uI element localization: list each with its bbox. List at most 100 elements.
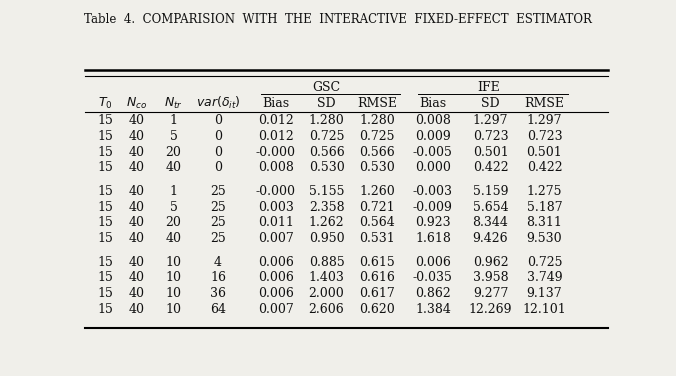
Text: 15: 15 xyxy=(97,185,114,198)
Text: -0.035: -0.035 xyxy=(413,271,453,284)
Text: 15: 15 xyxy=(97,256,114,269)
Text: 1.618: 1.618 xyxy=(415,232,451,245)
Text: 2.000: 2.000 xyxy=(309,287,344,300)
Text: -0.003: -0.003 xyxy=(413,185,453,198)
Text: 9.530: 9.530 xyxy=(527,232,562,245)
Text: 0.006: 0.006 xyxy=(258,271,293,284)
Text: 0.950: 0.950 xyxy=(309,232,344,245)
Text: 0.725: 0.725 xyxy=(359,130,395,143)
Text: 0.531: 0.531 xyxy=(359,232,395,245)
Text: 3.749: 3.749 xyxy=(527,271,562,284)
Text: -0.005: -0.005 xyxy=(413,146,453,159)
Text: 40: 40 xyxy=(129,303,145,316)
Text: 25: 25 xyxy=(210,201,226,214)
Text: 0.006: 0.006 xyxy=(258,256,293,269)
Text: $N_{tr}$: $N_{tr}$ xyxy=(164,96,183,111)
Text: 0.885: 0.885 xyxy=(309,256,344,269)
Text: 1.403: 1.403 xyxy=(309,271,345,284)
Text: 0: 0 xyxy=(214,130,222,143)
Text: 15: 15 xyxy=(97,287,114,300)
Text: 0.530: 0.530 xyxy=(309,161,344,174)
Text: 40: 40 xyxy=(166,232,182,245)
Text: 0.422: 0.422 xyxy=(473,161,508,174)
Text: 40: 40 xyxy=(129,216,145,229)
Text: 20: 20 xyxy=(166,216,181,229)
Text: 0.617: 0.617 xyxy=(359,287,395,300)
Text: 0.725: 0.725 xyxy=(527,256,562,269)
Text: 1: 1 xyxy=(170,114,178,127)
Text: 0.615: 0.615 xyxy=(359,256,395,269)
Text: Bias: Bias xyxy=(262,97,289,109)
Text: 0.012: 0.012 xyxy=(258,114,293,127)
Text: 0.862: 0.862 xyxy=(415,287,451,300)
Text: 0.007: 0.007 xyxy=(258,303,293,316)
Text: 5.187: 5.187 xyxy=(527,201,562,214)
Text: 15: 15 xyxy=(97,201,114,214)
Text: 15: 15 xyxy=(97,114,114,127)
Text: 40: 40 xyxy=(129,271,145,284)
Text: 1.280: 1.280 xyxy=(359,114,395,127)
Text: 0.006: 0.006 xyxy=(258,287,293,300)
Text: 0.008: 0.008 xyxy=(415,114,451,127)
Text: 40: 40 xyxy=(129,161,145,174)
Text: 0.422: 0.422 xyxy=(527,161,562,174)
Text: 0: 0 xyxy=(214,161,222,174)
Text: 0.566: 0.566 xyxy=(359,146,395,159)
Text: 9.277: 9.277 xyxy=(473,287,508,300)
Text: SD: SD xyxy=(481,97,500,109)
Text: 9.426: 9.426 xyxy=(473,232,508,245)
Text: 0.008: 0.008 xyxy=(258,161,293,174)
Text: 8.344: 8.344 xyxy=(473,216,508,229)
Text: 5.654: 5.654 xyxy=(473,201,508,214)
Text: GSC: GSC xyxy=(312,80,340,94)
Text: 5: 5 xyxy=(170,130,178,143)
Text: -0.009: -0.009 xyxy=(413,201,453,214)
Text: $var(\delta_{it})$: $var(\delta_{it})$ xyxy=(196,95,241,111)
Text: 15: 15 xyxy=(97,232,114,245)
Text: 0.000: 0.000 xyxy=(415,161,451,174)
Text: 0: 0 xyxy=(214,146,222,159)
Text: 1.297: 1.297 xyxy=(527,114,562,127)
Text: 15: 15 xyxy=(97,161,114,174)
Text: 2.606: 2.606 xyxy=(309,303,344,316)
Text: 16: 16 xyxy=(210,271,226,284)
Text: 9.137: 9.137 xyxy=(527,287,562,300)
Text: IFE: IFE xyxy=(477,80,500,94)
Text: 0.011: 0.011 xyxy=(258,216,293,229)
Text: SD: SD xyxy=(317,97,336,109)
Text: -0.000: -0.000 xyxy=(256,185,295,198)
Text: 0: 0 xyxy=(214,114,222,127)
Text: 40: 40 xyxy=(166,161,182,174)
Text: 15: 15 xyxy=(97,130,114,143)
Text: 40: 40 xyxy=(129,201,145,214)
Text: 15: 15 xyxy=(97,216,114,229)
Text: 0.003: 0.003 xyxy=(258,201,293,214)
Text: 1.275: 1.275 xyxy=(527,185,562,198)
Text: 25: 25 xyxy=(210,185,226,198)
Text: 0.723: 0.723 xyxy=(527,130,562,143)
Text: 12.101: 12.101 xyxy=(523,303,566,316)
Text: 0.616: 0.616 xyxy=(359,271,395,284)
Text: 0.962: 0.962 xyxy=(473,256,508,269)
Text: 0.620: 0.620 xyxy=(359,303,395,316)
Text: 0.725: 0.725 xyxy=(309,130,344,143)
Text: -0.000: -0.000 xyxy=(256,146,295,159)
Text: 10: 10 xyxy=(166,303,182,316)
Text: 40: 40 xyxy=(129,130,145,143)
Text: 0.564: 0.564 xyxy=(359,216,395,229)
Text: RMSE: RMSE xyxy=(357,97,397,109)
Text: 25: 25 xyxy=(210,216,226,229)
Text: 15: 15 xyxy=(97,303,114,316)
Text: 0.530: 0.530 xyxy=(359,161,395,174)
Text: 40: 40 xyxy=(129,256,145,269)
Text: Bias: Bias xyxy=(419,97,446,109)
Text: 0.501: 0.501 xyxy=(473,146,508,159)
Text: 3.958: 3.958 xyxy=(473,271,508,284)
Text: 12.269: 12.269 xyxy=(468,303,512,316)
Text: $N_{co}$: $N_{co}$ xyxy=(126,96,147,111)
Text: 1.297: 1.297 xyxy=(473,114,508,127)
Text: 0.923: 0.923 xyxy=(415,216,451,229)
Text: 1.262: 1.262 xyxy=(309,216,344,229)
Text: 0.007: 0.007 xyxy=(258,232,293,245)
Text: 1.260: 1.260 xyxy=(359,185,395,198)
